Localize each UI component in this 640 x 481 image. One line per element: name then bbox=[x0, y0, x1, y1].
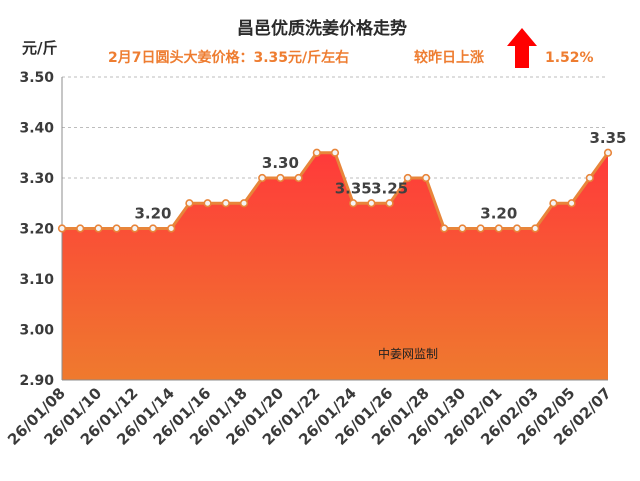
data-point bbox=[258, 173, 267, 183]
data-point bbox=[476, 224, 485, 233]
data-label: 3.20 bbox=[480, 205, 517, 223]
data-point bbox=[349, 199, 358, 208]
data-label: 3.25 bbox=[371, 179, 408, 197]
data-point bbox=[512, 224, 522, 233]
data-point bbox=[221, 199, 230, 208]
data-point bbox=[585, 173, 594, 183]
data-point bbox=[276, 173, 285, 183]
data-label: 3.35 bbox=[589, 129, 626, 147]
data-point bbox=[603, 148, 613, 157]
data-point bbox=[440, 224, 449, 233]
data-point bbox=[112, 224, 121, 233]
data-points bbox=[57, 148, 613, 233]
data-point bbox=[385, 199, 394, 208]
chart-title: 昌邑优质洗姜价格走势 bbox=[237, 18, 407, 39]
data-point bbox=[421, 173, 431, 183]
change-percent: 1.52% bbox=[545, 50, 594, 66]
y-axis-ticks: 2.90 3.00 3.10 3.20 3.30 3.40 3.50 bbox=[19, 70, 54, 389]
chart-subtitle: 2月7日圆头大姜价格：3.35元/斤左右 bbox=[108, 49, 349, 66]
y-tick-label: 2.90 bbox=[19, 373, 54, 389]
y-tick-label: 3.10 bbox=[19, 272, 54, 288]
x-axis-ticks: 26/01/0826/01/1026/01/1226/01/1426/01/16… bbox=[4, 384, 615, 449]
data-point bbox=[312, 148, 321, 157]
data-point bbox=[330, 148, 340, 157]
data-labels: 3.203.303.35 3.253.203.35 bbox=[134, 129, 626, 223]
data-point bbox=[76, 224, 85, 233]
area-fill bbox=[62, 152, 608, 380]
change-label: 较昨日上涨 bbox=[414, 49, 484, 66]
y-tick-label: 3.30 bbox=[19, 171, 54, 187]
data-label: 3.20 bbox=[134, 205, 171, 223]
data-point bbox=[294, 173, 303, 183]
y-tick-label: 3.40 bbox=[19, 121, 54, 137]
data-point bbox=[148, 224, 158, 233]
data-point bbox=[239, 199, 249, 208]
y-tick-label: 3.50 bbox=[19, 70, 54, 86]
y-tick-label: 3.20 bbox=[19, 222, 54, 238]
data-point bbox=[403, 173, 412, 183]
data-label: 3.30 bbox=[262, 154, 299, 172]
data-point bbox=[57, 224, 67, 233]
watermark: 中姜网监制 bbox=[378, 346, 438, 361]
y-tick-label: 3.00 bbox=[19, 323, 54, 339]
data-point bbox=[130, 224, 139, 233]
data-point bbox=[494, 224, 503, 233]
data-point bbox=[185, 199, 194, 208]
data-point bbox=[549, 199, 558, 208]
data-point bbox=[167, 224, 176, 233]
data-point bbox=[203, 199, 212, 208]
data-point bbox=[531, 224, 540, 233]
data-label: 3.35 bbox=[335, 179, 372, 197]
data-point bbox=[367, 199, 376, 208]
data-point bbox=[94, 224, 103, 233]
data-point bbox=[567, 199, 576, 208]
up-arrow-icon bbox=[507, 28, 537, 68]
data-point bbox=[458, 224, 467, 233]
y-axis-unit: 元/斤 bbox=[22, 39, 57, 57]
